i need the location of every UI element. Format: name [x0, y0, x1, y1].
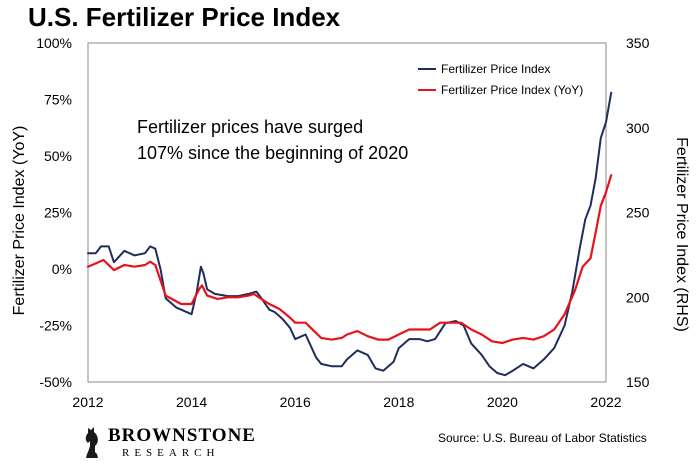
- source-note: Source: U.S. Bureau of Labor Statistics: [438, 431, 647, 445]
- left-axis-title: Fertilizer Price Index (YoY): [11, 126, 28, 316]
- x-tick-label: 2014: [176, 394, 207, 410]
- annotation-line: 107% since the beginning of 2020: [137, 143, 408, 163]
- series-lines: [86, 91, 613, 377]
- series-line-price-index-yoy: [86, 174, 613, 345]
- chart-title: U.S. Fertilizer Price Index: [28, 2, 341, 32]
- right-tick-label: 350: [626, 35, 650, 51]
- legend: Fertilizer Price Index Fertilizer Price I…: [418, 62, 583, 97]
- x-tick-label: 2012: [72, 394, 103, 410]
- left-tick-label: 100%: [36, 35, 72, 51]
- x-tick-label: 2018: [383, 394, 414, 410]
- legend-label: Fertilizer Price Index (YoY): [441, 83, 583, 97]
- left-tick-label: 50%: [44, 148, 72, 164]
- left-tick-label: 75%: [44, 92, 72, 108]
- left-tick-label: -50%: [39, 374, 72, 390]
- brand-name: BROWNSTONE: [108, 424, 256, 446]
- right-tick-label: 300: [626, 120, 650, 136]
- brand-logo: BROWNSTONE RESEARCH: [82, 424, 256, 460]
- chart-annotation: Fertilizer prices have surged 107% since …: [137, 117, 408, 163]
- series-line-price-index: [87, 91, 613, 377]
- legend-label: Fertilizer Price Index: [441, 62, 550, 76]
- x-tick-label: 2022: [590, 394, 621, 410]
- annotation-line: Fertilizer prices have surged: [137, 117, 363, 137]
- left-tick-label: 25%: [44, 205, 72, 221]
- right-tick-label: 150: [626, 374, 650, 390]
- left-tick-label: 0%: [52, 261, 72, 277]
- plot-frame: [87, 42, 607, 383]
- brand-sub: RESEARCH: [122, 446, 220, 459]
- axes: 100% 75% 50% 25% 0% -25% -50% 350 300 250 200 150 20…: [11, 35, 690, 410]
- x-tick-label: 2016: [280, 394, 311, 410]
- left-tick-label: -25%: [39, 318, 72, 334]
- x-tick-label: 2020: [487, 394, 518, 410]
- right-axis-title: Fertilizer Price Index (RHS): [673, 137, 690, 332]
- right-tick-label: 200: [626, 289, 650, 305]
- chess-knight-icon: [85, 427, 98, 458]
- right-tick-label: 250: [626, 205, 650, 221]
